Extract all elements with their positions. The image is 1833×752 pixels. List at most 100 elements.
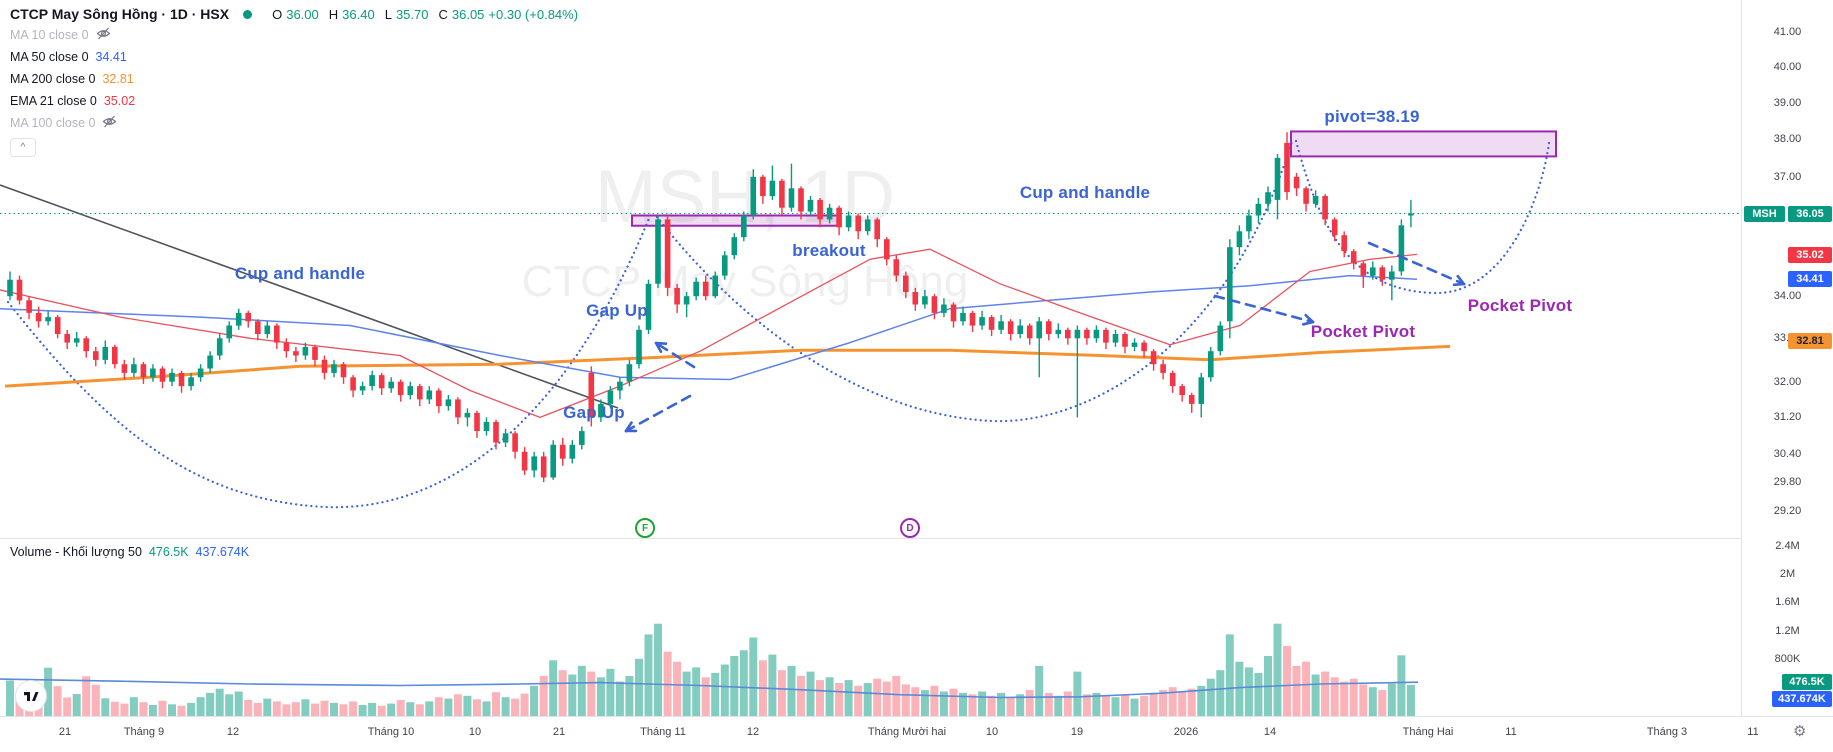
price-axis-label: 30.40 xyxy=(1773,448,1802,461)
settings-gear-icon[interactable]: ⚙ xyxy=(1793,723,1807,740)
timeline-marker-D[interactable]: D xyxy=(900,518,920,538)
price-axis-label: 39.00 xyxy=(1773,96,1802,109)
visibility-off-icon[interactable] xyxy=(96,27,111,43)
cup-1-curve-drawing[interactable] xyxy=(6,214,652,509)
volume-axis-label: 1.2M xyxy=(1775,624,1800,637)
price-axis-label: 32.00 xyxy=(1773,375,1802,388)
volume-ma-value: 476.5K xyxy=(148,545,189,559)
cup-3-curve-drawing[interactable] xyxy=(1294,139,1551,295)
price-axis-label: 29.80 xyxy=(1773,476,1802,489)
open-label: O xyxy=(272,6,283,22)
indicator-value: 35.02 xyxy=(103,93,136,108)
volume-bars xyxy=(6,623,1415,716)
ma200-line xyxy=(4,344,1451,388)
price-axis-label: 40.00 xyxy=(1773,60,1802,73)
annotation-text-6[interactable]: pivot=38.19 xyxy=(1324,107,1420,126)
time-axis-label: Tháng Mười hai xyxy=(867,726,947,738)
timeline-marker-F[interactable]: F xyxy=(635,518,655,538)
annotation-text-3[interactable]: Gap Up xyxy=(563,403,625,422)
time-axis-label: 21 xyxy=(58,726,72,738)
indicator-value: 32.81 xyxy=(102,71,134,86)
dashed-arrow-drawing-3[interactable] xyxy=(1213,294,1315,326)
annotation-text-7[interactable]: Pocket Pivot xyxy=(1310,322,1416,341)
high-label: H xyxy=(328,6,339,22)
pane-divider[interactable] xyxy=(0,538,1833,539)
collapse-legend-button[interactable]: ^ xyxy=(10,138,36,157)
volume-ma-line xyxy=(0,678,1419,699)
price-badge-35.02: 35.02 xyxy=(1788,247,1832,263)
ohlc-values: O 36.00 H 36.40 L 35.70 C 36.05 +0.30 (+0.84… xyxy=(266,7,578,22)
annotation-text-5[interactable]: Cup and handle xyxy=(1019,183,1151,202)
indicator-label: MA 50 close 0 xyxy=(10,49,89,64)
price-badge-36.05: 36.05 xyxy=(1788,206,1832,222)
price-badge-476.5K: 476.5K xyxy=(1782,674,1832,690)
price-axis-label: 38.00 xyxy=(1773,133,1802,146)
pivot-box-1[interactable] xyxy=(631,214,839,227)
volume-axis-label: 2M xyxy=(1779,568,1796,580)
price-axis-label: 29.20 xyxy=(1773,504,1802,517)
visibility-off-icon[interactable] xyxy=(102,115,117,131)
price-badge-32.81: 32.81 xyxy=(1788,333,1832,349)
volume-label: Volume - Khối lượng 50 xyxy=(10,545,142,559)
trendline-drawing[interactable] xyxy=(0,184,619,409)
high-value: 36.40 xyxy=(342,6,375,22)
indicator-label: MA 200 close 0 xyxy=(10,71,96,86)
price-badge-MSH: MSH xyxy=(1744,206,1785,222)
indicator-ema21[interactable]: EMA 21 close 0 35.02 xyxy=(10,91,578,110)
ema21-line xyxy=(0,248,1418,419)
time-axis[interactable]: 21 Tháng 9 12 Tháng 10 10 21 Tháng 11 12 Tháng M… xyxy=(0,717,1833,752)
dashed-arrow-drawing-2[interactable] xyxy=(624,394,692,433)
time-axis-label: Tháng 10 xyxy=(367,726,415,738)
volume-legend[interactable]: Volume - Khối lượng 50 476.5K 437.674K xyxy=(10,545,249,559)
annotation-text-4[interactable]: breakout xyxy=(792,241,866,260)
open-value: 36.00 xyxy=(286,6,319,22)
time-axis-label: 14 xyxy=(1263,726,1277,738)
change-value: +0.30 (+0.84%) xyxy=(488,6,579,22)
indicator-ma100[interactable]: MA 100 close 0 xyxy=(10,113,578,132)
indicator-label: MA 10 close 0 xyxy=(10,27,89,42)
time-axis-label: 10 xyxy=(468,726,482,738)
annotation-text-1[interactable]: Cup and handle xyxy=(234,264,366,283)
time-axis-label: 11 xyxy=(1505,726,1517,738)
time-axis-label: 12 xyxy=(226,726,240,738)
time-axis-border xyxy=(0,716,1833,717)
price-badge-437.674K: 437.674K xyxy=(1772,691,1832,707)
volume-axis-label: 800K xyxy=(1774,653,1801,666)
pivot-box-2[interactable] xyxy=(1290,130,1557,158)
tradingview-logo[interactable] xyxy=(16,681,46,711)
annotation-text-2[interactable]: Gap Up xyxy=(586,301,648,320)
time-axis-label: Tháng 3 xyxy=(1646,726,1688,738)
close-value: 36.05 xyxy=(451,6,485,22)
price-axis-label: 41.00 xyxy=(1773,26,1802,38)
symbol-title[interactable]: CTCP May Sông Hồng · 1D · HSX xyxy=(10,6,230,22)
time-axis-label: 2026 xyxy=(1173,726,1199,738)
time-axis-label: 11 xyxy=(1747,726,1759,738)
indicator-label: MA 100 close 0 xyxy=(10,115,96,130)
close-label: C xyxy=(438,6,448,22)
chevron-up-icon: ^ xyxy=(20,142,26,153)
time-axis-label: Tháng 9 xyxy=(123,726,165,738)
time-axis-label: 19 xyxy=(1070,726,1084,738)
time-axis-label: 10 xyxy=(985,726,999,738)
dashed-arrow-drawing-4[interactable] xyxy=(1367,241,1466,287)
low-value: 35.70 xyxy=(395,6,429,22)
dashed-arrow-drawing-1[interactable] xyxy=(654,341,696,369)
indicator-ma10[interactable]: MA 10 close 0 xyxy=(10,25,578,44)
market-status-dot[interactable] xyxy=(243,9,253,19)
indicator-ma200[interactable]: MA 200 close 0 32.81 xyxy=(10,69,578,88)
indicator-ma50[interactable]: MA 50 close 0 34.41 xyxy=(10,47,578,66)
indicator-label: EMA 21 close 0 xyxy=(10,93,97,108)
time-axis-label: Tháng Hai xyxy=(1402,726,1454,738)
price-axis[interactable]: 41.0040.0039.0038.0037.0034.0033.0032.00… xyxy=(1742,0,1833,716)
price-axis-label: 37.00 xyxy=(1773,170,1802,183)
volume-axis-label: 1.6M xyxy=(1775,596,1800,609)
price-badge-34.41: 34.41 xyxy=(1788,271,1832,287)
svg-text:CTCP May Sông Hồng: CTCP May Sông Hồng xyxy=(522,257,969,306)
price-axis-label: 31.20 xyxy=(1773,411,1802,424)
indicator-value: 34.41 xyxy=(95,49,127,64)
ma50-line xyxy=(0,274,1418,381)
symbol-title-row[interactable]: CTCP May Sông Hồng · 1D · HSX O 36.00 H 36… xyxy=(10,6,578,22)
annotation-text-8[interactable]: Pocket Pivot xyxy=(1467,296,1573,315)
